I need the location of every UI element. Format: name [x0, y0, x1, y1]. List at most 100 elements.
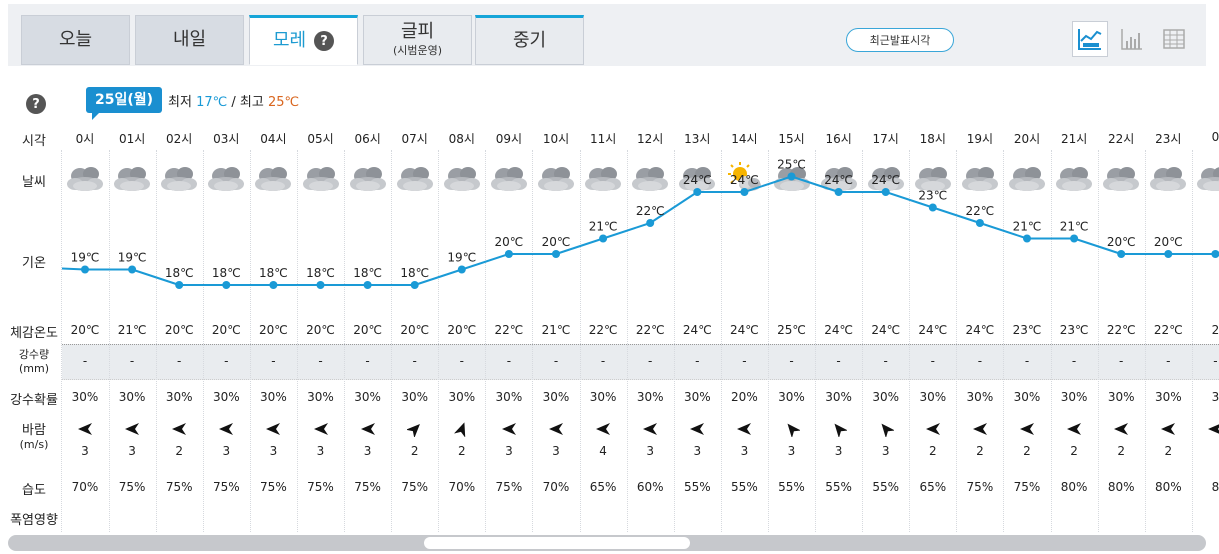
cloudy-icon: [301, 162, 341, 194]
cloudy-icon: [536, 162, 576, 194]
cloudy-icon: [159, 162, 199, 194]
temperature-label: 19℃: [71, 251, 100, 265]
hour-label: 18시: [919, 132, 946, 146]
precip-value: -: [836, 354, 841, 368]
min-max-separator: /: [231, 95, 236, 110]
wind-direction-arrow-icon: [784, 421, 801, 439]
humidity-value: 55%: [731, 480, 758, 494]
hour-label: 0: [1211, 130, 1219, 144]
wind-direction-arrow-icon: [218, 421, 234, 437]
precip-prob-value: 30%: [778, 390, 805, 404]
temperature-point: [363, 281, 372, 289]
humidity-value: 70%: [542, 480, 570, 494]
tab-today[interactable]: 오늘: [21, 15, 130, 65]
feels-like-value: 24℃: [871, 323, 901, 337]
hour-label: 10시: [542, 132, 570, 146]
feels-like-value: 20℃: [259, 323, 288, 337]
precip-band: [62, 344, 1219, 380]
cloudy-icon: [913, 162, 953, 194]
hour-label: 20시: [1013, 132, 1041, 146]
row-label-temp: 기온: [22, 256, 46, 271]
hour-label: 19시: [966, 132, 994, 146]
tab-tomorrow[interactable]: 내일: [135, 15, 244, 65]
feels-like-value: 24℃: [965, 323, 995, 337]
min-label: 최저: [168, 95, 192, 110]
hour-label: 09시: [495, 132, 523, 146]
temperature-point: [269, 281, 278, 289]
column-divider: [61, 150, 63, 532]
humidity-value: 60%: [636, 480, 664, 494]
precip-prob-value: 30%: [919, 390, 947, 404]
wind-direction-arrow-icon: [831, 421, 848, 439]
tab-mid-term[interactable]: 중기: [475, 15, 584, 65]
hour-label: 0시: [75, 132, 95, 146]
wind-speed-value: 3: [128, 444, 136, 458]
column-divider: [391, 150, 393, 532]
humidity-value: 80%: [1107, 480, 1135, 494]
wind-speed-value: 2: [1164, 444, 1173, 458]
feels-like-value: 2: [1211, 323, 1219, 337]
temperature-point: [175, 281, 184, 289]
cloudy-icon: [1195, 162, 1219, 194]
feels-like-value: 22℃: [635, 323, 665, 337]
precip-value: -: [883, 354, 888, 368]
temperature-point: [457, 265, 466, 274]
precip-prob-value: 30%: [1154, 390, 1182, 404]
cloudy-icon: [1101, 162, 1141, 194]
temperature-point: [1211, 250, 1219, 258]
precip-value: -: [553, 354, 559, 368]
row-label-precip-unit: (mm): [18, 362, 49, 375]
wind-direction-arrow-icon: [642, 421, 658, 437]
wind-direction-arrow-icon: [689, 421, 705, 437]
precip-value: -: [742, 354, 747, 368]
recent-announcement-button[interactable]: 최근발표시각: [846, 28, 954, 52]
temperature-label: 19℃: [447, 251, 476, 265]
wind-direction-arrow-icon: [360, 421, 376, 437]
precip-prob-value: 30%: [118, 390, 146, 404]
line-chart-view-button[interactable]: [1072, 21, 1108, 57]
feels-like-value: 22℃: [1106, 323, 1136, 337]
wind-speed-value: 3: [552, 444, 560, 458]
humidity-value: 70%: [448, 480, 476, 494]
tab-three-days[interactable]: 글피 (시범운영): [363, 15, 472, 65]
column-divider: [1003, 150, 1005, 532]
temperature-label: 20℃: [495, 235, 524, 249]
precip-value: -: [1166, 354, 1171, 368]
wind-speed-value: 2: [928, 444, 937, 458]
precip-value: -: [177, 354, 182, 368]
horizontal-scrollbar[interactable]: [8, 535, 1206, 551]
humidity-value: 75%: [212, 480, 240, 494]
precip-prob-value: 30%: [1013, 390, 1041, 404]
tab-day-after-tomorrow[interactable]: 모레 ?: [249, 15, 358, 65]
cloudy-icon: [112, 162, 152, 194]
wind-speed-value: 3: [740, 444, 749, 458]
humidity-value: 65%: [919, 480, 947, 494]
tab-three-days-sub: (시범운영): [392, 44, 443, 57]
wind-speed-value: 3: [269, 444, 278, 458]
wind-speed-value: 2: [976, 444, 984, 458]
feels-like-value: 20℃: [211, 323, 241, 337]
temperature-label: 18℃: [212, 266, 241, 280]
help-icon[interactable]: ?: [314, 31, 335, 51]
temperature-point: [1070, 234, 1079, 243]
precip-prob-value: 30%: [354, 390, 381, 404]
table-view-button[interactable]: [1156, 21, 1192, 57]
humidity-value: 75%: [495, 480, 523, 494]
wind-direction-arrow-icon: [595, 421, 611, 437]
bar-chart-view-button[interactable]: [1114, 21, 1150, 57]
precip-value: -: [1119, 354, 1124, 368]
column-divider: [673, 150, 675, 532]
row-label-precip: 강수량 (mm): [0, 348, 68, 376]
feels-like-value: 22℃: [494, 323, 524, 337]
wind-direction-arrow-icon: [1207, 421, 1219, 437]
column-divider: [202, 150, 204, 532]
help-icon[interactable]: ?: [26, 94, 46, 114]
temperature-point: [646, 219, 655, 227]
cloudy-icon: [1007, 162, 1047, 194]
temperature-label: 18℃: [400, 266, 429, 280]
hour-label: 17시: [872, 132, 899, 146]
wind-speed-value: 3: [505, 444, 513, 458]
scrollbar-thumb[interactable]: [424, 537, 690, 549]
column-divider: [1191, 150, 1193, 532]
wind-speed-value: 2: [410, 444, 419, 458]
